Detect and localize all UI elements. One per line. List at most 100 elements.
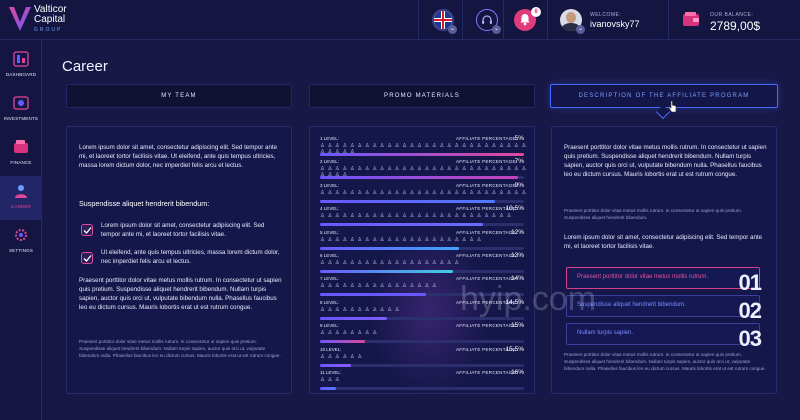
level-row: 1 LEVEL: ♙ ♙ ♙ ♙ ♙ ♙ ♙ ♙ ♙ ♙ ♙ ♙ ♙ ♙ ♙ ♙ … [320, 135, 528, 162]
affiliate-percentage-value: 9% [514, 181, 524, 189]
watermark: hyip.com [460, 280, 597, 318]
sidebar-item-finance[interactable]: FINANCE [0, 132, 42, 176]
level-progress-track [320, 153, 524, 156]
investments-icon [13, 96, 29, 110]
right-lead-text-2: Lorem ipsum dolor sit amet, consectetur … [564, 234, 763, 250]
level-progress-track [320, 340, 524, 344]
affiliate-percentage-value: 14,5% [505, 298, 524, 306]
affiliate-percentage-label: AFFILIATE PERCENTAGE: [456, 206, 518, 212]
support-button[interactable] [476, 9, 498, 31]
finance-icon [14, 140, 28, 153]
section-subhead: Suspendisse aliquet hendrerit bibendum: [79, 199, 210, 208]
step-box-2[interactable]: Suspendisse aliquet hendrerit bibendum. … [566, 295, 762, 323]
tab-my-team[interactable]: MY TEAM [66, 84, 292, 108]
brand-name-line1: Valticor [34, 4, 67, 15]
level-progress-fill [320, 246, 459, 250]
checkmark-icon [81, 224, 93, 236]
level-progress-track [320, 246, 524, 250]
level-progress-fill [320, 316, 388, 320]
referral-people-icons: ♙ ♙ ♙ ♙ ♙ ♙ ♙ ♙ ♙ ♙ ♙ ♙ ♙ ♙ ♙ ♙ ♙ ♙ ♙ ♙ … [320, 213, 512, 220]
affiliate-percentage-label: AFFILIATE PERCENTAGE: [456, 370, 518, 375]
step-number: 02 [738, 298, 763, 323]
body-text: Praesent porttitor dolor vitae metus mol… [79, 277, 282, 311]
logo-mark-icon [9, 7, 31, 31]
info-panel-left: Lorem ipsum dolor sit amet, consectetur … [66, 126, 292, 394]
level-label: 7 LEVEL: [320, 276, 340, 282]
affiliate-percentage-value: 7% [514, 158, 524, 166]
check-item-text: Ut eleifend, ante quis tempus ultricies,… [101, 249, 280, 265]
level-label: 10 LEVEL: [320, 346, 342, 352]
level-label: 6 LEVEL: [320, 253, 340, 258]
referral-people-icons: ♙ ♙ ♙ ♙ ♙ ♙ ♙ ♙ ♙ ♙ ♙ ♙ ♙ ♙ ♙ ♙ ♙ ♙ ♙ [320, 260, 460, 266]
small-print: Praesent porttitor dolor vitae metus mol… [79, 339, 281, 358]
step-number: 01 [738, 270, 763, 295]
affiliate-percentage-label: AFFILIATE PERCENTAGE: [456, 229, 518, 235]
affiliate-percentage-label: AFFILIATE PERCENTAGE: [456, 346, 518, 352]
headset-icon [482, 15, 492, 24]
sidebar-item-dashboard[interactable]: DASHBOARD [0, 44, 42, 88]
sidebar-item-label: SETTINGS [8, 248, 34, 253]
step-number: 03 [738, 326, 763, 351]
affiliate-levels-panel: 1 LEVEL: ♙ ♙ ♙ ♙ ♙ ♙ ♙ ♙ ♙ ♙ ♙ ♙ ♙ ♙ ♙ ♙ … [309, 126, 535, 394]
step-text: Suspendisse aliquet hendrerit bibendum. [577, 302, 686, 308]
balance-value: 2789,00$ [710, 19, 761, 33]
brand-name-line2: Capital [34, 14, 66, 25]
level-label: 1 LEVEL: [320, 136, 340, 141]
level-label: 9 LEVEL: [320, 323, 340, 329]
affiliate-percentage-label: AFFILIATE PERCENTAGE: [456, 276, 518, 282]
chevron-down-icon: ⌄ [492, 25, 501, 34]
level-label: 2 LEVEL: [320, 159, 340, 165]
info-panel-right: Praesent porttitor dolor vitae metus mol… [551, 126, 777, 394]
level-progress-fill [320, 153, 524, 156]
affiliate-percentage-label: AFFILIATE PERCENTAGE: [456, 253, 518, 258]
level-row: 5 LEVEL: ♙ ♙ ♙ ♙ ♙ ♙ ♙ ♙ ♙ ♙ ♙ ♙ ♙ ♙ ♙ ♙ … [320, 228, 528, 256]
tab-promo-materials[interactable]: PROMO MATERIALS [309, 84, 535, 108]
wallet-icon [683, 12, 699, 26]
level-row: 6 LEVEL: ♙ ♙ ♙ ♙ ♙ ♙ ♙ ♙ ♙ ♙ ♙ ♙ ♙ ♙ ♙ ♙ … [320, 252, 528, 279]
step-box-1[interactable]: Praesent porttitor dolor vitae metus mol… [566, 267, 762, 295]
level-row: 9 LEVEL: ♙ ♙ ♙ ♙ ♙ ♙ ♙ ♙ AFFILIATE PERCENT… [320, 322, 528, 349]
level-row: 8 LEVEL: ♙ ♙ ♙ ♙ ♙ ♙ ♙ ♙ ♙ ♙ ♙ AFFILIATE P… [320, 298, 528, 326]
checkmark-icon [81, 252, 93, 264]
brand-logo[interactable]: Valticor Capital GROUP [8, 4, 88, 36]
balance-label: OUR BALANCE: [710, 12, 754, 18]
header-divider [503, 0, 504, 40]
referral-people-icons: ♙ ♙ ♙ ♙ ♙ ♙ [320, 353, 363, 360]
intro-text: Lorem ipsum dolor sit amet, consectetur … [79, 144, 278, 169]
referral-people-icons: ♙ ♙ ♙ ♙ ♙ ♙ ♙ ♙ ♙ ♙ ♙ ♙ ♙ ♙ ♙ ♙ ♙ ♙ ♙ ♙ … [320, 143, 527, 155]
brand-subtitle: GROUP [34, 27, 63, 33]
step-text: Nullam turpis sapien. [577, 330, 634, 336]
top-header: Valticor Capital GROUP ⌄ ⌄ [0, 0, 800, 40]
right-small-text-2: Praesent porttitor dolor vitae metus mol… [564, 352, 766, 371]
affiliate-percentage-value: 16% [510, 369, 524, 376]
level-progress-fill [320, 293, 427, 297]
sidebar-item-label: FINANCE [10, 160, 32, 165]
sidebar: DASHBOARD INVESTMENTS FINANCE CAREER [0, 40, 42, 420]
level-row: 2 LEVEL: ♙ ♙ ♙ ♙ ♙ ♙ ♙ ♙ ♙ ♙ ♙ ♙ ♙ ♙ ♙ ♙ … [320, 158, 528, 185]
notifications-button[interactable] [514, 9, 536, 31]
tab-affiliate-program[interactable]: DESCRIPTION OF THE AFFILIATE PROGRAM [550, 84, 778, 108]
sidebar-item-career[interactable]: CAREER [0, 176, 42, 220]
level-row: 3 LEVEL: ♙ ♙ ♙ ♙ ♙ ♙ ♙ ♙ ♙ ♙ ♙ ♙ ♙ ♙ ♙ ♙ … [320, 181, 528, 209]
level-row: 11 LEVEL: ♙ ♙ ♙ AFFILIATE PERCENTAGE: 16% [320, 369, 528, 393]
level-progress-fill [320, 270, 453, 273]
uk-flag-icon [434, 11, 452, 29]
level-progress-fill [320, 340, 365, 344]
step-box-3[interactable]: Nullam turpis sapien. 03 [566, 323, 762, 351]
level-progress-fill [320, 363, 351, 367]
level-progress-fill [320, 223, 484, 227]
sidebar-item-settings[interactable]: SETTINGS [0, 220, 42, 264]
sidebar-item-label: INVESTMENTS [3, 116, 39, 121]
settings-icon [15, 229, 27, 241]
affiliate-percentage-value: 5% [514, 135, 524, 142]
dashboard-icon [13, 51, 29, 67]
referral-people-icons: ♙ ♙ ♙ ♙ ♙ ♙ ♙ ♙ ♙ ♙ ♙ [320, 306, 401, 313]
affiliate-percentage-value: 12% [510, 228, 524, 236]
level-label: 4 LEVEL: [320, 206, 340, 212]
page-title: Career [62, 58, 108, 75]
level-row: 4 LEVEL: ♙ ♙ ♙ ♙ ♙ ♙ ♙ ♙ ♙ ♙ ♙ ♙ ♙ ♙ ♙ ♙ … [320, 205, 528, 232]
username[interactable]: ivanovsky77 [590, 19, 640, 29]
level-label: 8 LEVEL: [320, 299, 340, 305]
sidebar-item-investments[interactable]: INVESTMENTS [0, 88, 42, 132]
affiliate-percentage-label: AFFILIATE PERCENTAGE: [456, 299, 518, 305]
